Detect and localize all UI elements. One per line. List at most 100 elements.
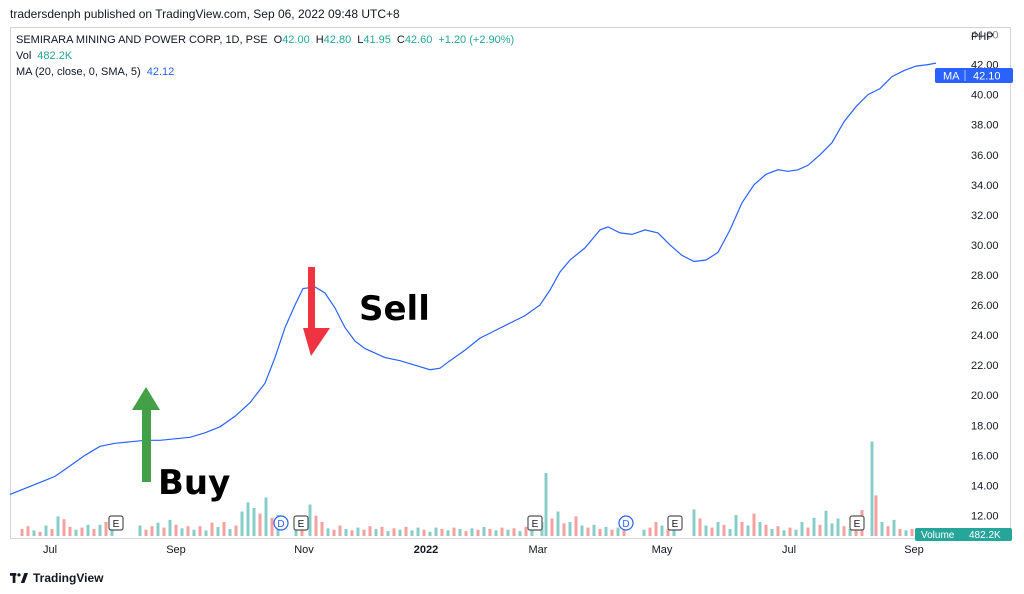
volume-bar [234, 525, 238, 536]
volume-bar [592, 524, 596, 536]
volume-bar [440, 529, 444, 536]
volume-tag-value: 482.2K [969, 530, 1001, 541]
volume-bar [246, 502, 250, 536]
buy-label: Buy [158, 463, 230, 503]
symbol-label: SEMIRARA MINING AND POWER CORP, 1D, PSE [16, 34, 268, 46]
published-caption: tradersdenph published on TradingView.co… [10, 7, 400, 21]
svg-text:E: E [854, 519, 861, 530]
y-tick-label: 26.00 [971, 300, 999, 312]
volume-bar [300, 529, 304, 536]
volume-bar [830, 523, 834, 536]
volume-bar [168, 519, 172, 536]
earnings-marker[interactable]: E [527, 515, 543, 531]
volume-bar [374, 529, 378, 536]
volume-bar [110, 527, 114, 536]
volume-bar [180, 528, 184, 536]
volume-bar [392, 528, 396, 536]
volume-bar [314, 515, 318, 536]
volume-bar [470, 528, 474, 536]
volume-bar [144, 529, 148, 536]
earnings-marker[interactable]: E [667, 515, 683, 531]
volume-bar [476, 529, 480, 536]
volume-bar [26, 526, 30, 536]
volume-bar [512, 528, 516, 536]
volume-bar [610, 529, 614, 536]
high-value: 42.80 [323, 34, 352, 46]
volume-bar [488, 529, 492, 536]
volume-bar [836, 518, 840, 536]
x-tick-label: Nov [294, 544, 314, 556]
volume-bar [880, 522, 884, 536]
volume-bar [320, 522, 324, 536]
y-tick-label: 12.00 [971, 510, 999, 522]
volume-bar [428, 531, 432, 536]
currency-label: PHP [971, 31, 994, 43]
volume-bar [150, 526, 154, 536]
volume-bar [666, 529, 670, 536]
volume-bar [270, 517, 274, 536]
volume-bar [654, 522, 658, 536]
chart-legend: SEMIRARA MINING AND POWER CORP, 1D, PSE … [16, 32, 514, 80]
volume-bar [758, 522, 762, 536]
x-tick-label: Mar [529, 544, 548, 556]
volume-bar [660, 525, 664, 536]
ma-tag-label: MA [943, 71, 960, 83]
volume-bar [344, 529, 348, 536]
earnings-marker[interactable]: E [849, 515, 865, 531]
volume-bar [308, 504, 312, 536]
tradingview-branding[interactable]: TradingView [10, 571, 103, 585]
buy-annotation: Buy [132, 387, 230, 503]
close-value: 42.60 [404, 34, 433, 46]
high-label: H [315, 34, 324, 46]
volume-bar [264, 497, 268, 536]
y-tick-label: 36.00 [971, 150, 999, 162]
earnings-marker[interactable]: E [293, 515, 309, 531]
y-tick-label: 22.00 [971, 360, 999, 372]
volume-bar [38, 531, 42, 536]
svg-text:E: E [113, 519, 120, 530]
y-axis: 44.0042.0040.0038.0036.0034.0032.0030.00… [971, 30, 999, 523]
volume-bar [848, 529, 852, 536]
volume-bar [604, 526, 608, 536]
volume-bar [692, 509, 696, 536]
volume-bar [788, 527, 792, 536]
buy-arrow-shaft [142, 408, 151, 482]
y-tick-label: 20.00 [971, 390, 999, 402]
volume-bar [44, 525, 48, 536]
volume-bar [800, 522, 804, 536]
volume-bar [556, 511, 560, 536]
x-tick-label: Sep [166, 544, 186, 556]
volume-bar [574, 516, 578, 536]
volume-bar [598, 529, 602, 536]
tradingview-wordmark: TradingView [33, 571, 104, 585]
change-value: +1.20 (+2.90%) [438, 34, 515, 46]
volume-bar [648, 527, 652, 536]
svg-text:E: E [532, 519, 539, 530]
svg-text:E: E [672, 519, 679, 530]
volume-bar [32, 530, 36, 536]
dividend-marker[interactable]: D [618, 515, 634, 531]
volume-bar [98, 524, 102, 536]
volume-bar [550, 518, 554, 536]
volume-bar [20, 529, 24, 536]
volume-bar [62, 519, 66, 536]
volume-bar [410, 530, 414, 536]
volume-bar [892, 519, 896, 536]
svg-text:E: E [298, 519, 305, 530]
dividend-marker[interactable]: D [273, 515, 289, 531]
svg-text:D: D [622, 519, 629, 530]
volume-bar [186, 526, 190, 536]
volume-bar [452, 527, 456, 536]
volume-bar [710, 527, 714, 536]
volume-bar [434, 527, 438, 536]
volume-bar [500, 527, 504, 536]
volume-bar [698, 518, 702, 536]
volume-bar [722, 524, 726, 536]
volume-bar [544, 473, 548, 536]
earnings-marker[interactable]: E [108, 515, 124, 531]
volume-bar [740, 522, 744, 536]
low-label: L [357, 34, 364, 46]
ma-legend-value: 42.12 [146, 66, 175, 78]
